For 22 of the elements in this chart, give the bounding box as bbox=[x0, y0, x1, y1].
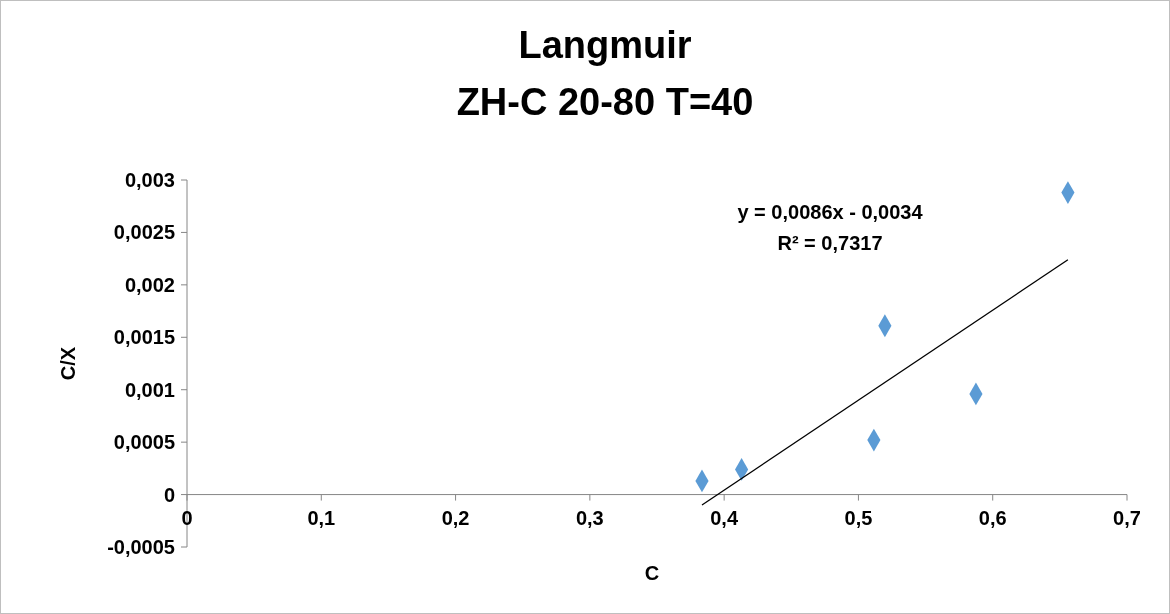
x-tick-label: 0,7 bbox=[1113, 506, 1141, 529]
y-tick-label: -0,0005 bbox=[107, 536, 175, 558]
x-tick-label: 0,1 bbox=[307, 506, 336, 529]
x-tick-label: 0,6 bbox=[978, 506, 1007, 529]
y-tick-label: 0,001 bbox=[124, 378, 175, 401]
x-tick-label: 0,5 bbox=[844, 506, 873, 529]
annotation: y = 0,0086x - 0,0034 bbox=[737, 201, 924, 223]
x-tick-label: 0,3 bbox=[575, 506, 604, 529]
x-tick-label: 0 bbox=[181, 506, 193, 529]
y-tick-label: 0,0015 bbox=[113, 326, 175, 349]
annotation: R² = 0,7317 bbox=[777, 232, 883, 254]
chart-subtitle: ZH-C 20-80 T=40 bbox=[456, 81, 754, 123]
x-tick-label: 0,2 bbox=[441, 506, 470, 529]
x-tick-label: 0,4 bbox=[710, 506, 739, 529]
y-tick-label: 0,0005 bbox=[113, 431, 175, 454]
y-tick-label: 0,003 bbox=[124, 169, 175, 191]
x-axis-title: C bbox=[644, 562, 660, 584]
y-tick-label: 0,002 bbox=[124, 273, 175, 296]
y-axis-title: C/X bbox=[57, 346, 79, 381]
y-tick-label: 0,0025 bbox=[113, 221, 175, 244]
y-tick-label: 0 bbox=[163, 483, 175, 506]
chart-title: Langmuir bbox=[518, 24, 692, 66]
